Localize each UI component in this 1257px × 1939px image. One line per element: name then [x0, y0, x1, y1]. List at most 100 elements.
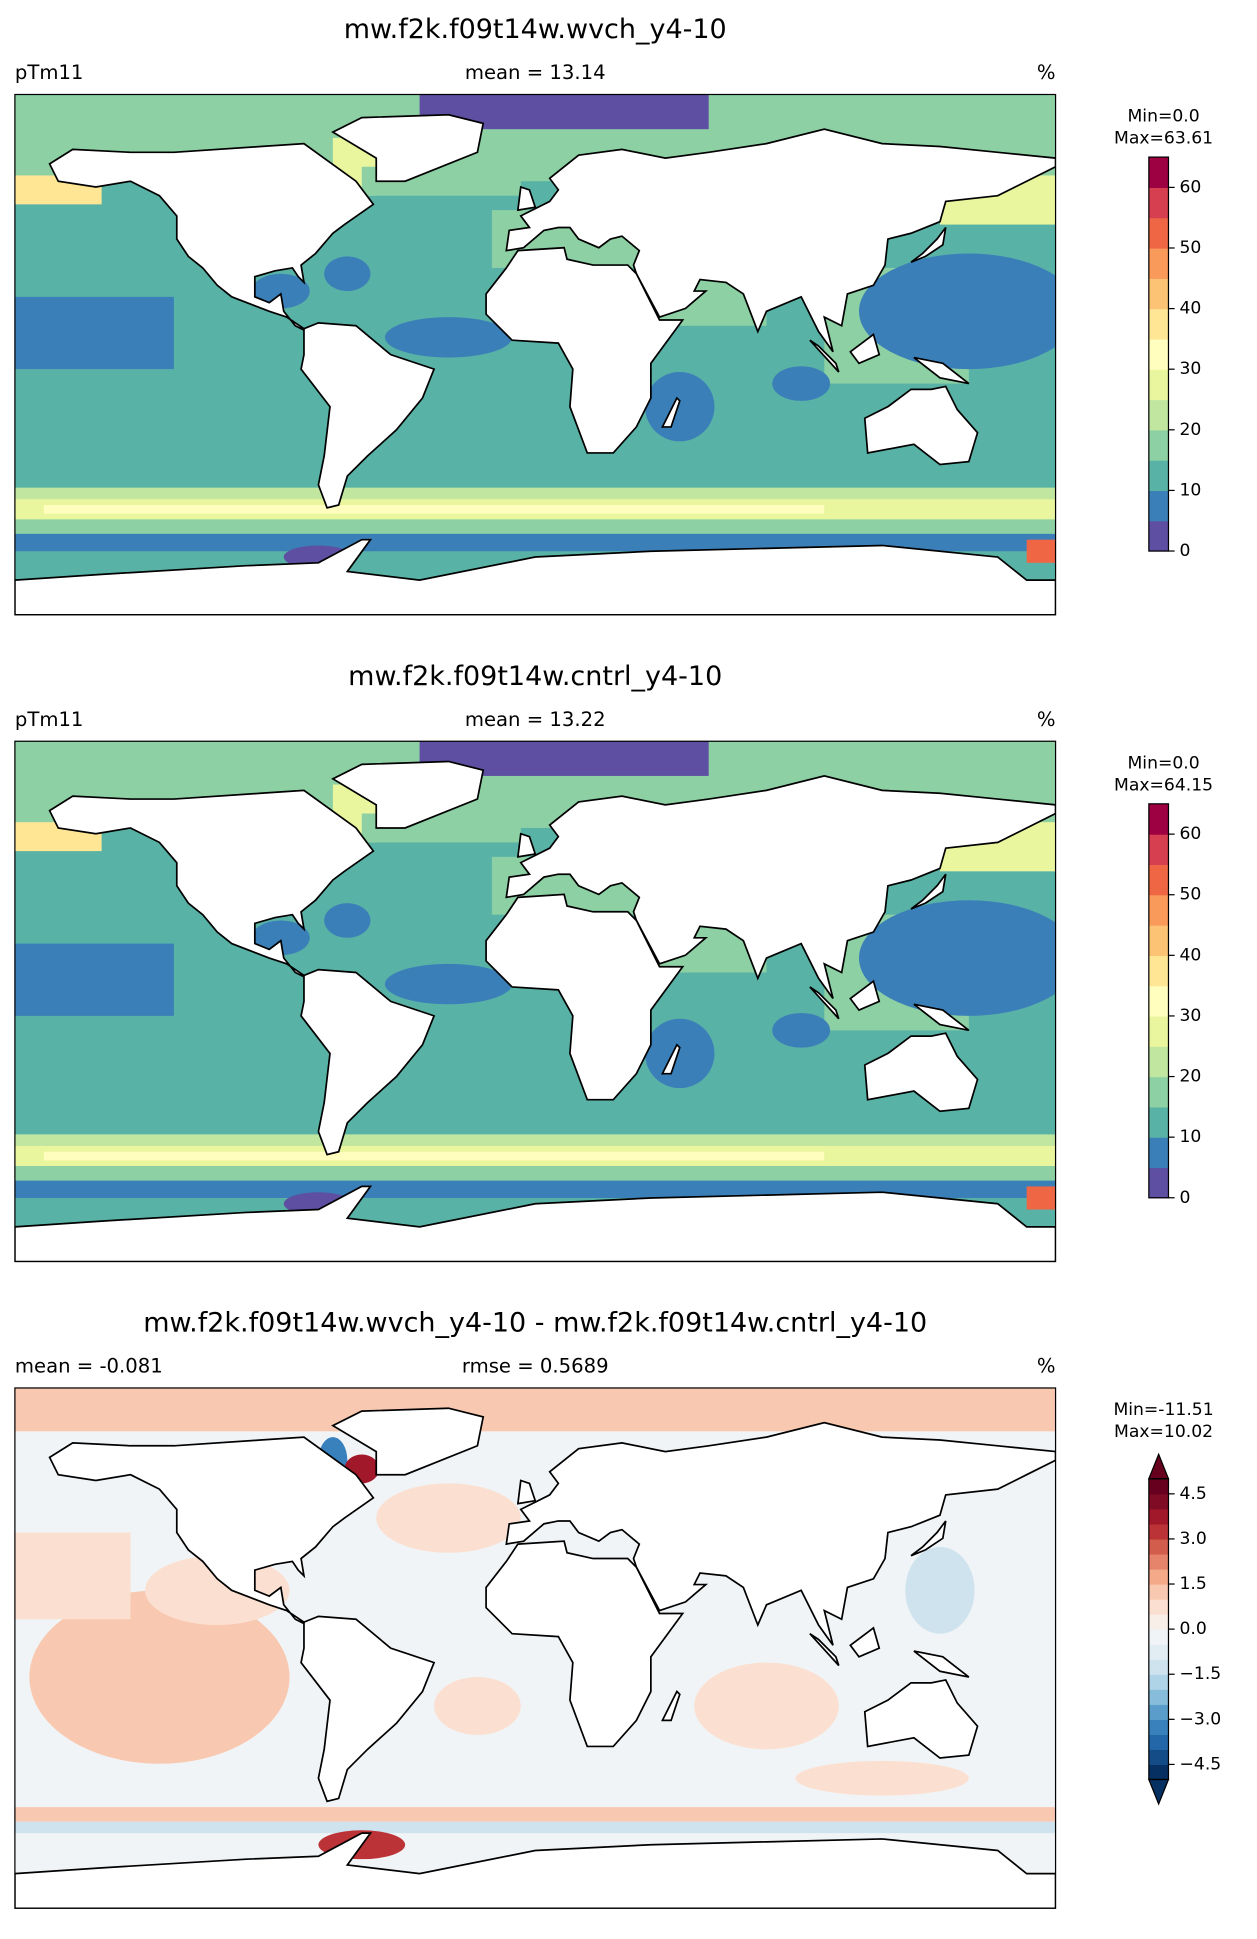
colorbar-bin: [1148, 1614, 1169, 1630]
land: [48, 142, 375, 333]
colorbar-bin: [1148, 864, 1169, 896]
colorbar-tick-label: 10: [1180, 480, 1202, 500]
land: [913, 1650, 970, 1678]
ocean-patch: [29, 1590, 290, 1764]
left-label: mean = -0.081: [15, 1355, 163, 1378]
land: [849, 1626, 881, 1658]
colorbar-bin: [1148, 1674, 1169, 1690]
ocean-patch: [251, 920, 310, 956]
land: [516, 832, 537, 858]
colorbar-min: Min=-11.51: [1113, 1400, 1213, 1420]
land: [14, 1832, 1056, 1909]
land: [331, 1407, 485, 1476]
land: [849, 979, 881, 1012]
land: [661, 1043, 681, 1075]
land: [485, 246, 685, 454]
colorbar-bin: [1148, 1553, 1169, 1570]
ocean-patch: [376, 1483, 521, 1553]
colorbar-tick-label: 30: [1180, 1006, 1202, 1026]
ocean-patch: [14, 1387, 1056, 1432]
colorbar-min: Min=0.0: [1127, 753, 1199, 773]
colorbar-bin: [1148, 1689, 1169, 1705]
colorbar-bin: [1148, 460, 1169, 492]
colorbar-tick-label: 50: [1180, 238, 1202, 258]
land: [331, 113, 485, 183]
colorbar-bin: [1148, 1734, 1169, 1751]
land: [516, 1479, 537, 1505]
ocean-patch: [645, 372, 715, 442]
land: [661, 1690, 681, 1722]
ocean-patch: [14, 1807, 1056, 1822]
colorbar-extend: [1147, 1452, 1170, 1480]
ocean-patch: [324, 256, 371, 292]
panel-title: mw.f2k.f09t14w.wvch_y4-10 - mw.f2k.f09t1…: [143, 1308, 927, 1339]
ocean-patch: [14, 1821, 1056, 1834]
colorbar-bin: [1148, 308, 1169, 340]
colorbar-max: Max=64.15: [1114, 775, 1213, 795]
land: [863, 385, 979, 466]
colorbar-bin: [1148, 429, 1169, 461]
land: [331, 760, 485, 829]
colorbar-bin: [1148, 1538, 1169, 1555]
land: [809, 986, 840, 1020]
map: [14, 741, 1056, 1262]
colorbar-tick-label: −1.5: [1180, 1664, 1222, 1684]
ocean-patch: [43, 1151, 825, 1161]
colorbar-tick-label: 3.0: [1180, 1529, 1207, 1549]
colorbar-bin: [1148, 490, 1169, 522]
land: [300, 321, 436, 509]
colorbar-bin: [1148, 1167, 1169, 1199]
ocean-patch: [859, 253, 1056, 370]
units-label: %: [1037, 708, 1056, 731]
land: [14, 538, 1056, 615]
ocean-patch: [43, 504, 825, 514]
land: [505, 128, 1056, 353]
land: [300, 1615, 436, 1803]
ocean-patch: [694, 1662, 839, 1750]
ocean-patch: [772, 1012, 831, 1048]
colorbar-frame: [1148, 156, 1170, 552]
ocean-patch: [1026, 539, 1056, 563]
ocean-patch: [384, 317, 513, 358]
colorbar-min: Min=0.0: [1127, 107, 1199, 127]
colorbar-bin: [1148, 157, 1169, 188]
colorbar-bin: [1148, 1719, 1169, 1735]
center-label: rmse = 0.5689: [462, 1355, 609, 1378]
colorbar-bin: [1148, 247, 1169, 279]
colorbar-tick-label: −4.5: [1180, 1754, 1222, 1774]
ocean-patch: [14, 296, 174, 370]
land: [863, 1032, 979, 1113]
colorbar-tick-label: 10: [1180, 1127, 1202, 1147]
colorbar-tick-label: 30: [1180, 359, 1202, 379]
colorbar-tick-label: 40: [1180, 299, 1202, 319]
colorbar-tick-label: −3.0: [1180, 1709, 1222, 1729]
left-label: pTm11: [15, 708, 84, 731]
colorbar-bin: [1148, 217, 1169, 249]
units-label: %: [1037, 1355, 1056, 1378]
land: [48, 1436, 375, 1626]
colorbar-tick-label: 50: [1180, 885, 1202, 905]
colorbar-bin: [1148, 955, 1169, 987]
colorbar-tick-label: 40: [1180, 945, 1202, 965]
land: [485, 1540, 685, 1748]
colorbar-bin: [1148, 1015, 1169, 1047]
colorbar-bin: [1148, 338, 1169, 370]
colorbar-bin: [1148, 803, 1169, 835]
ocean-patch: [645, 1018, 715, 1089]
colorbar-extend: [1147, 1778, 1170, 1806]
map: [14, 1387, 1056, 1909]
center-label: mean = 13.22: [465, 708, 606, 731]
ocean-patch: [14, 519, 1056, 534]
colorbar-bin: [1148, 399, 1169, 431]
land: [910, 873, 947, 910]
colorbar-bin: [1148, 1704, 1169, 1720]
colorbar-frame: [1148, 803, 1170, 1199]
colorbar-bin: [1148, 1493, 1169, 1510]
colorbar-tick-label: 0.0: [1180, 1619, 1207, 1639]
colorbar-tick-label: 0: [1180, 1188, 1191, 1208]
ocean-patch: [1026, 1186, 1056, 1210]
colorbar-bin: [1148, 1764, 1169, 1781]
colorbar-tick-label: 60: [1180, 824, 1202, 844]
units-label: %: [1037, 61, 1056, 84]
ocean-patch: [795, 1760, 969, 1796]
